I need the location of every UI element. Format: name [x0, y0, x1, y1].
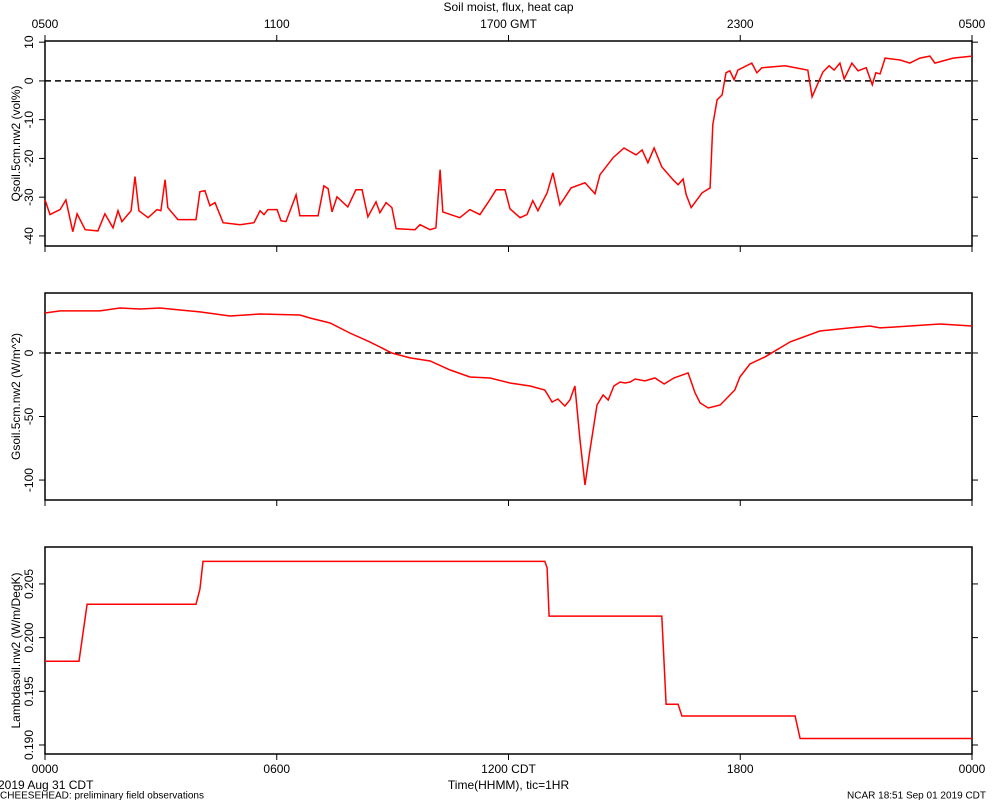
footer-project: CHEESEHEAD: preliminary field observatio… — [0, 791, 204, 800]
x2-tick-label: 1700 GMT — [480, 17, 537, 31]
data-line — [45, 560, 972, 740]
x2-tick-label: 0500 — [32, 17, 59, 31]
y-axis-label: Lambdasoil.nw2 (W/m/DegK) — [9, 572, 23, 728]
y-tick-label: 0 — [22, 349, 36, 356]
y-tick-label: -50 — [22, 408, 36, 426]
y-axis-label: Qsoil.5cm.nw2 (vol%) — [9, 85, 23, 201]
y-tick-label: -10 — [22, 111, 36, 129]
x-tick-label: 1200 CDT — [481, 762, 536, 776]
plot-frame — [44, 292, 973, 501]
y-tick-label: 0.200 — [22, 622, 36, 652]
x-tick-label: 0000 — [959, 762, 986, 776]
y-tick-label: -30 — [22, 188, 36, 206]
x2-tick-label: 0500 — [959, 17, 986, 31]
x-tick-label: 0600 — [263, 762, 290, 776]
x-tick-label: 0000 — [32, 762, 59, 776]
x-tick-label: 1800 — [727, 762, 754, 776]
plot-frame — [44, 40, 973, 247]
x2-tick-label: 2300 — [727, 17, 754, 31]
data-line — [44, 307, 973, 486]
y-tick-label: 0 — [22, 77, 36, 84]
data-line — [44, 55, 973, 232]
y-axis-label: Gsoil.5cm.nw2 (W/m^2) — [9, 333, 23, 460]
chart-title: Soil moist, flux, heat cap — [443, 0, 573, 14]
y-tick-label: -20 — [22, 149, 36, 167]
x2-tick-label: 1100 — [264, 17, 290, 31]
y-tick-label: 0.205 — [22, 569, 36, 599]
plot-frame — [44, 546, 973, 755]
y-tick-label: -100 — [22, 468, 36, 492]
y-tick-label: 0.195 — [22, 676, 36, 706]
x-axis-label: Time(HHMM), tic=1HR — [448, 778, 570, 792]
y-tick-label: 0.190 — [22, 730, 36, 760]
y-tick-label: -40 — [22, 227, 36, 245]
footer-date: 2019 Aug 31 CDT — [0, 778, 94, 792]
footer-stamp: NCAR 18:51 Sep 01 2019 CDT — [847, 791, 986, 800]
y-tick-label: 10 — [22, 35, 36, 49]
